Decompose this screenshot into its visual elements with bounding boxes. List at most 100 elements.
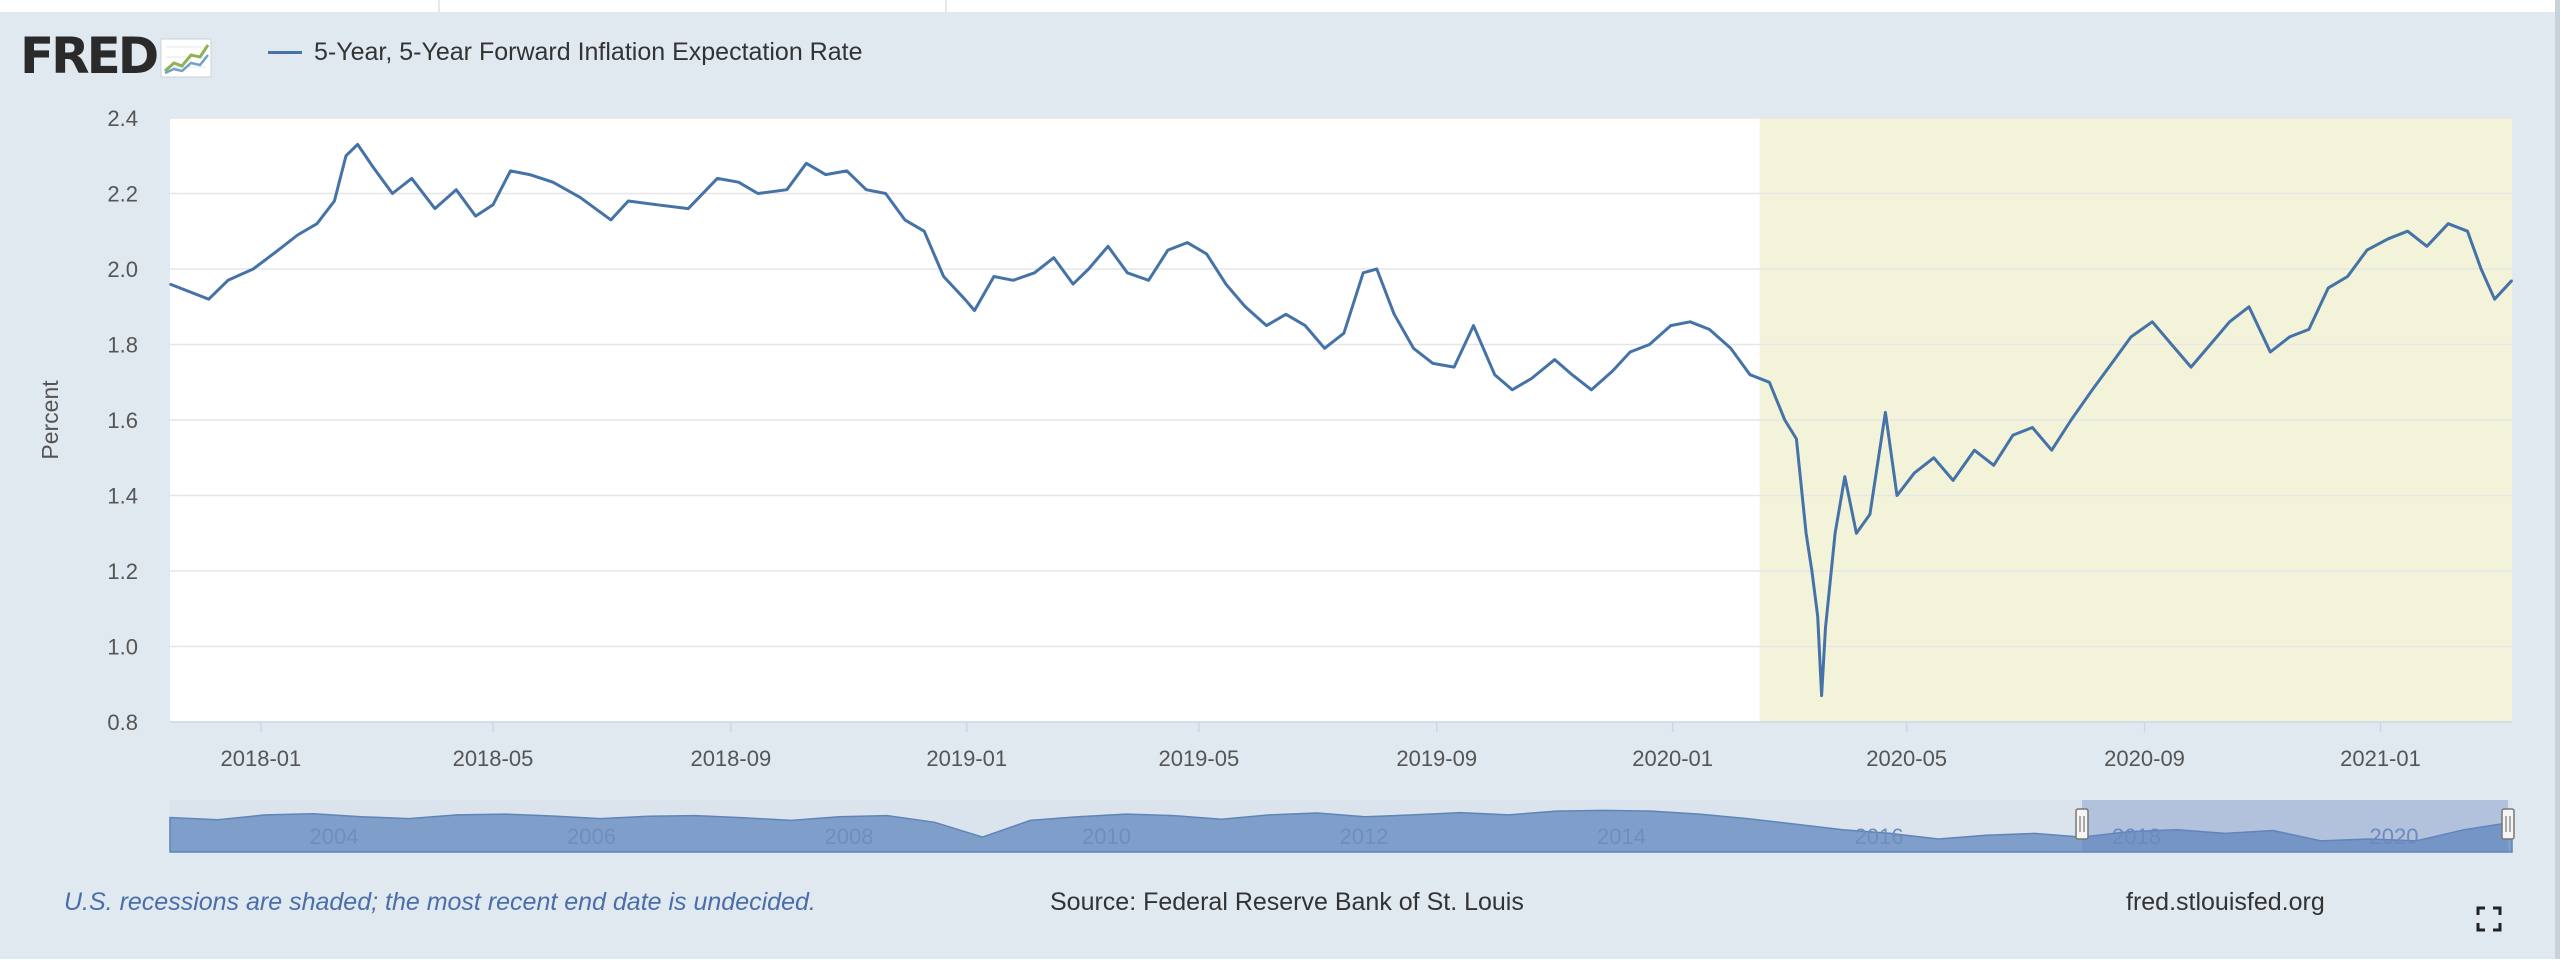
y-axis-label: Percent	[37, 380, 63, 460]
data-point	[333, 200, 336, 202]
navigator-area	[169, 809, 2513, 853]
data-point	[492, 204, 494, 206]
data-point	[2406, 230, 2409, 233]
data-point	[207, 298, 210, 301]
legend-series-label: 5-Year, 5-Year Forward Inflation Expecta…	[314, 38, 863, 66]
data-point	[884, 192, 887, 195]
range-navigator[interactable]: 2004 2006 2008 2010 2012 2014 2016 2018 2020	[169, 800, 2515, 853]
navigator-tick-label: 2016	[1855, 824, 1904, 849]
data-point	[1992, 464, 1995, 467]
navigator-tick-label: 2010	[1082, 824, 1131, 849]
data-point	[786, 188, 788, 191]
data-point	[1126, 271, 1129, 274]
data-point	[656, 204, 659, 206]
data-point	[1590, 389, 1593, 391]
data-point	[2031, 426, 2034, 429]
data-point	[2170, 343, 2173, 346]
data-point	[2426, 245, 2428, 248]
recession-note: U.S. recessions are shaded; the most rec…	[64, 888, 816, 916]
y-tick-label: 2.0	[107, 257, 138, 282]
data-point	[1869, 513, 1871, 516]
navigator-handle	[2075, 808, 2089, 840]
data-point	[2480, 268, 2482, 270]
data-point	[1648, 343, 1651, 346]
data-point	[1932, 456, 1935, 459]
data-point	[1493, 373, 1496, 376]
data-point	[2288, 336, 2291, 338]
data-point	[391, 192, 394, 195]
data-point	[2190, 366, 2192, 368]
series-line	[169, 142, 2514, 698]
data-point	[1167, 249, 1169, 251]
data-point	[1285, 313, 1287, 316]
data-point	[824, 173, 827, 176]
data-point	[1611, 370, 1614, 372]
top-strip-divider	[438, 0, 440, 12]
data-point	[2327, 287, 2330, 289]
data-point	[1855, 532, 1858, 535]
data-point	[2269, 351, 2272, 353]
data-point	[1343, 332, 1345, 334]
data-point	[316, 222, 318, 225]
fullscreen-icon[interactable]	[2476, 906, 2502, 932]
data-point	[227, 279, 229, 282]
data-point	[1811, 570, 1813, 572]
data-point	[716, 177, 719, 180]
data-point	[1225, 283, 1227, 285]
fred-logo[interactable]: FRED	[20, 26, 212, 86]
data-point	[805, 162, 808, 165]
data-point	[1205, 253, 1208, 255]
top-strip-divider	[945, 0, 947, 12]
data-point	[757, 192, 759, 195]
data-point	[964, 298, 966, 301]
data-point	[1265, 324, 1268, 327]
navigator-selected-range	[2082, 800, 2508, 852]
data-point	[2228, 321, 2231, 323]
data-point	[942, 275, 945, 278]
data-point	[277, 249, 280, 251]
navigator-tick-label: 2018	[2112, 824, 2161, 849]
data-point	[2110, 362, 2113, 365]
data-point	[2466, 230, 2469, 233]
data-point	[1033, 271, 1036, 274]
x-tick-label: 2019-05	[1158, 746, 1239, 771]
site-link[interactable]: fred.stlouisfed.org	[2126, 888, 2325, 916]
navigator-tick-label: 2020	[2370, 824, 2419, 849]
data-point	[1749, 373, 1751, 376]
data-point	[2151, 321, 2154, 323]
data-point	[1834, 532, 1836, 535]
data-point	[2387, 238, 2390, 240]
data-point	[2070, 419, 2072, 421]
data-point	[687, 207, 690, 210]
navigator-tick-label: 2014	[1597, 824, 1646, 849]
data-point	[1768, 381, 1771, 384]
data-point	[372, 166, 374, 168]
data-point	[1362, 271, 1365, 274]
data-point	[410, 177, 413, 180]
y-tick-label: 1.2	[107, 559, 138, 584]
data-point	[1669, 324, 1672, 327]
source-text: Source: Federal Reserve Bank of St. Loui…	[1050, 888, 1524, 916]
data-point	[1553, 358, 1556, 361]
x-tick-label: 2018-05	[453, 746, 534, 771]
chart-legend: 5-Year, 5-Year Forward Inflation Expecta…	[268, 38, 862, 67]
data-point	[1472, 324, 1475, 327]
data-point	[1896, 494, 1898, 497]
data-point	[1186, 241, 1189, 244]
line-graph-icon	[160, 38, 212, 78]
y-tick-label: 2.4	[107, 106, 138, 131]
data-point	[1843, 475, 1846, 478]
x-tick-label: 2020-09	[2104, 746, 2185, 771]
data-point	[2248, 305, 2250, 308]
data-point	[1511, 389, 1513, 391]
x-tick-label: 2019-09	[1396, 746, 1477, 771]
data-point	[1629, 351, 1631, 353]
data-point	[1913, 472, 1916, 474]
data-point	[923, 230, 926, 233]
x-tick-label: 2020-01	[1632, 746, 1713, 771]
data-point	[1375, 268, 1378, 270]
data-point	[474, 215, 477, 217]
navigator-tick-label: 2004	[310, 824, 359, 849]
data-point	[1304, 324, 1307, 327]
